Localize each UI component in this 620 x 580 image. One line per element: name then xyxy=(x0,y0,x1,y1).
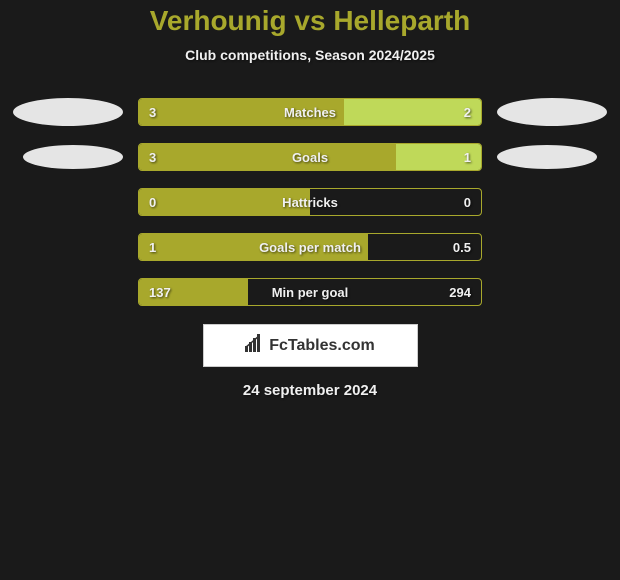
stat-value-left: 137 xyxy=(149,285,171,300)
bar-fill-right xyxy=(344,99,481,125)
date-text: 24 september 2024 xyxy=(0,382,620,399)
logo-box[interactable]: FcTables.com xyxy=(203,324,418,367)
stat-row: 0 Hattricks 0 xyxy=(0,188,620,216)
stat-value-left: 1 xyxy=(149,240,156,255)
stat-row: 1 Goals per match 0.5 xyxy=(0,233,620,261)
chart-icon xyxy=(245,334,265,357)
stat-name: Hattricks xyxy=(282,195,338,210)
stat-value-right: 0 xyxy=(464,195,471,210)
stats-comparison-widget: Verhounig vs Helleparth Club competition… xyxy=(0,0,620,580)
stat-value-right: 0.5 xyxy=(453,240,471,255)
player-ellipse-right xyxy=(497,98,607,126)
stat-value-left: 3 xyxy=(149,150,156,165)
stat-value-left: 3 xyxy=(149,105,156,120)
logo-content: FcTables.com xyxy=(245,334,375,357)
stat-name: Matches xyxy=(284,105,336,120)
stat-value-right: 2 xyxy=(464,105,471,120)
subtitle: Club competitions, Season 2024/2025 xyxy=(0,47,620,63)
stat-name: Min per goal xyxy=(272,285,349,300)
stat-bar: 0 Hattricks 0 xyxy=(138,188,482,216)
player-ellipse-right xyxy=(497,145,597,169)
stat-value-right: 1 xyxy=(464,150,471,165)
stat-row: 137 Min per goal 294 xyxy=(0,278,620,306)
stat-name: Goals per match xyxy=(259,240,361,255)
stat-row: 3 Goals 1 xyxy=(0,143,620,171)
player-ellipse-left xyxy=(23,145,123,169)
stat-value-left: 0 xyxy=(149,195,156,210)
bar-fill-left xyxy=(139,144,396,170)
stat-row: 3 Matches 2 xyxy=(0,98,620,126)
stat-value-right: 294 xyxy=(449,285,471,300)
stat-bar: 1 Goals per match 0.5 xyxy=(138,233,482,261)
page-title: Verhounig vs Helleparth xyxy=(0,5,620,37)
stat-bar: 137 Min per goal 294 xyxy=(138,278,482,306)
stat-bar: 3 Goals 1 xyxy=(138,143,482,171)
stat-bar: 3 Matches 2 xyxy=(138,98,482,126)
player-ellipse-left xyxy=(13,98,123,126)
stat-name: Goals xyxy=(292,150,328,165)
logo-label: FcTables.com xyxy=(269,337,375,355)
stats-list: 3 Matches 2 3 Goals 1 0 Hattricks 0 1 Goals per ma… xyxy=(0,98,620,306)
